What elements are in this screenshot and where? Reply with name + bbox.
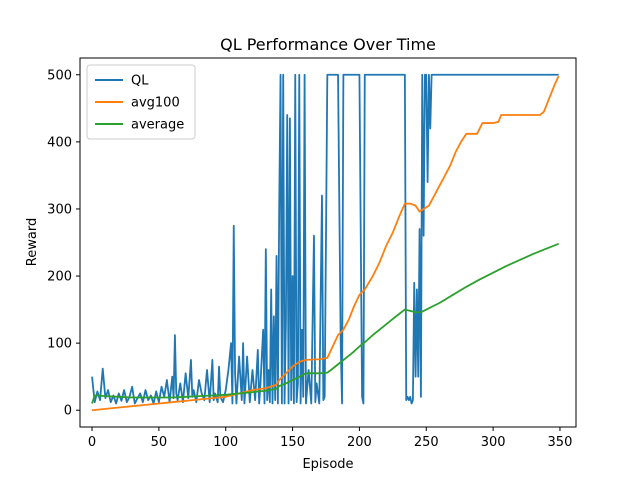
plot-area xyxy=(91,73,560,412)
legend-label-ql: QL xyxy=(131,74,149,89)
x-tick-label: 200 xyxy=(347,435,372,450)
y-tick-label: 0 xyxy=(64,404,72,419)
x-tick-label: 350 xyxy=(548,435,573,450)
y-tick-label: 300 xyxy=(47,202,72,217)
series-line-ql xyxy=(91,73,559,405)
x-axis-label: Episode xyxy=(302,457,353,472)
x-tick-label: 250 xyxy=(414,435,439,450)
series-line-avg100 xyxy=(91,75,560,412)
y-tick-label: 500 xyxy=(47,68,72,83)
legend-label-average: average xyxy=(131,118,184,133)
legend-box xyxy=(86,64,196,140)
y-axis: 0 100 200 300 400 500 xyxy=(47,68,80,419)
x-tick-label: 100 xyxy=(213,435,238,450)
x-axis: 0 50 100 150 200 250 300 350 xyxy=(88,427,572,450)
y-tick-label: 100 xyxy=(47,337,72,352)
x-tick-label: 150 xyxy=(280,435,305,450)
x-tick-label: 0 xyxy=(88,435,96,450)
chart-title: QL Performance Over Time xyxy=(220,35,436,54)
x-tick-label: 300 xyxy=(481,435,506,450)
x-tick-label: 50 xyxy=(151,435,168,450)
legend: QL avg100 average xyxy=(86,64,196,140)
series-line-average xyxy=(91,243,559,404)
plot-frame xyxy=(79,57,577,428)
legend-label-avg100: avg100 xyxy=(131,96,180,111)
y-tick-label: 200 xyxy=(47,270,72,285)
y-tick-label: 400 xyxy=(47,135,72,150)
y-axis-label: Reward xyxy=(25,218,40,266)
